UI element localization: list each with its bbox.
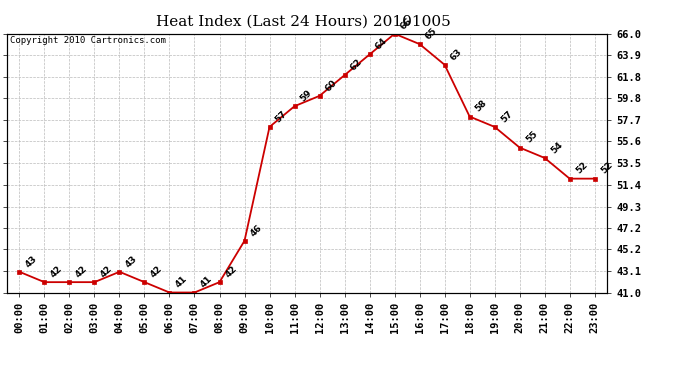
Text: 58: 58 [474,99,489,114]
Text: 65: 65 [424,26,439,41]
Text: 66: 66 [399,16,414,31]
Text: 42: 42 [74,264,89,279]
Text: 41: 41 [174,274,189,290]
Text: 57: 57 [499,109,514,124]
Text: 52: 52 [574,160,589,176]
Text: Heat Index (Last 24 Hours) 20101005: Heat Index (Last 24 Hours) 20101005 [156,15,451,29]
Text: 43: 43 [124,254,139,269]
Text: 42: 42 [99,264,114,279]
Text: 60: 60 [324,78,339,93]
Text: 62: 62 [348,57,364,72]
Text: 42: 42 [48,264,64,279]
Text: 42: 42 [148,264,164,279]
Text: 54: 54 [549,140,564,155]
Text: 46: 46 [248,223,264,238]
Text: 57: 57 [274,109,289,124]
Text: 64: 64 [374,36,389,52]
Text: 42: 42 [224,264,239,279]
Text: 52: 52 [599,160,614,176]
Text: 55: 55 [524,130,539,145]
Text: 43: 43 [23,254,39,269]
Text: 63: 63 [448,47,464,62]
Text: 59: 59 [299,88,314,104]
Text: Copyright 2010 Cartronics.com: Copyright 2010 Cartronics.com [10,36,166,45]
Text: 41: 41 [199,274,214,290]
